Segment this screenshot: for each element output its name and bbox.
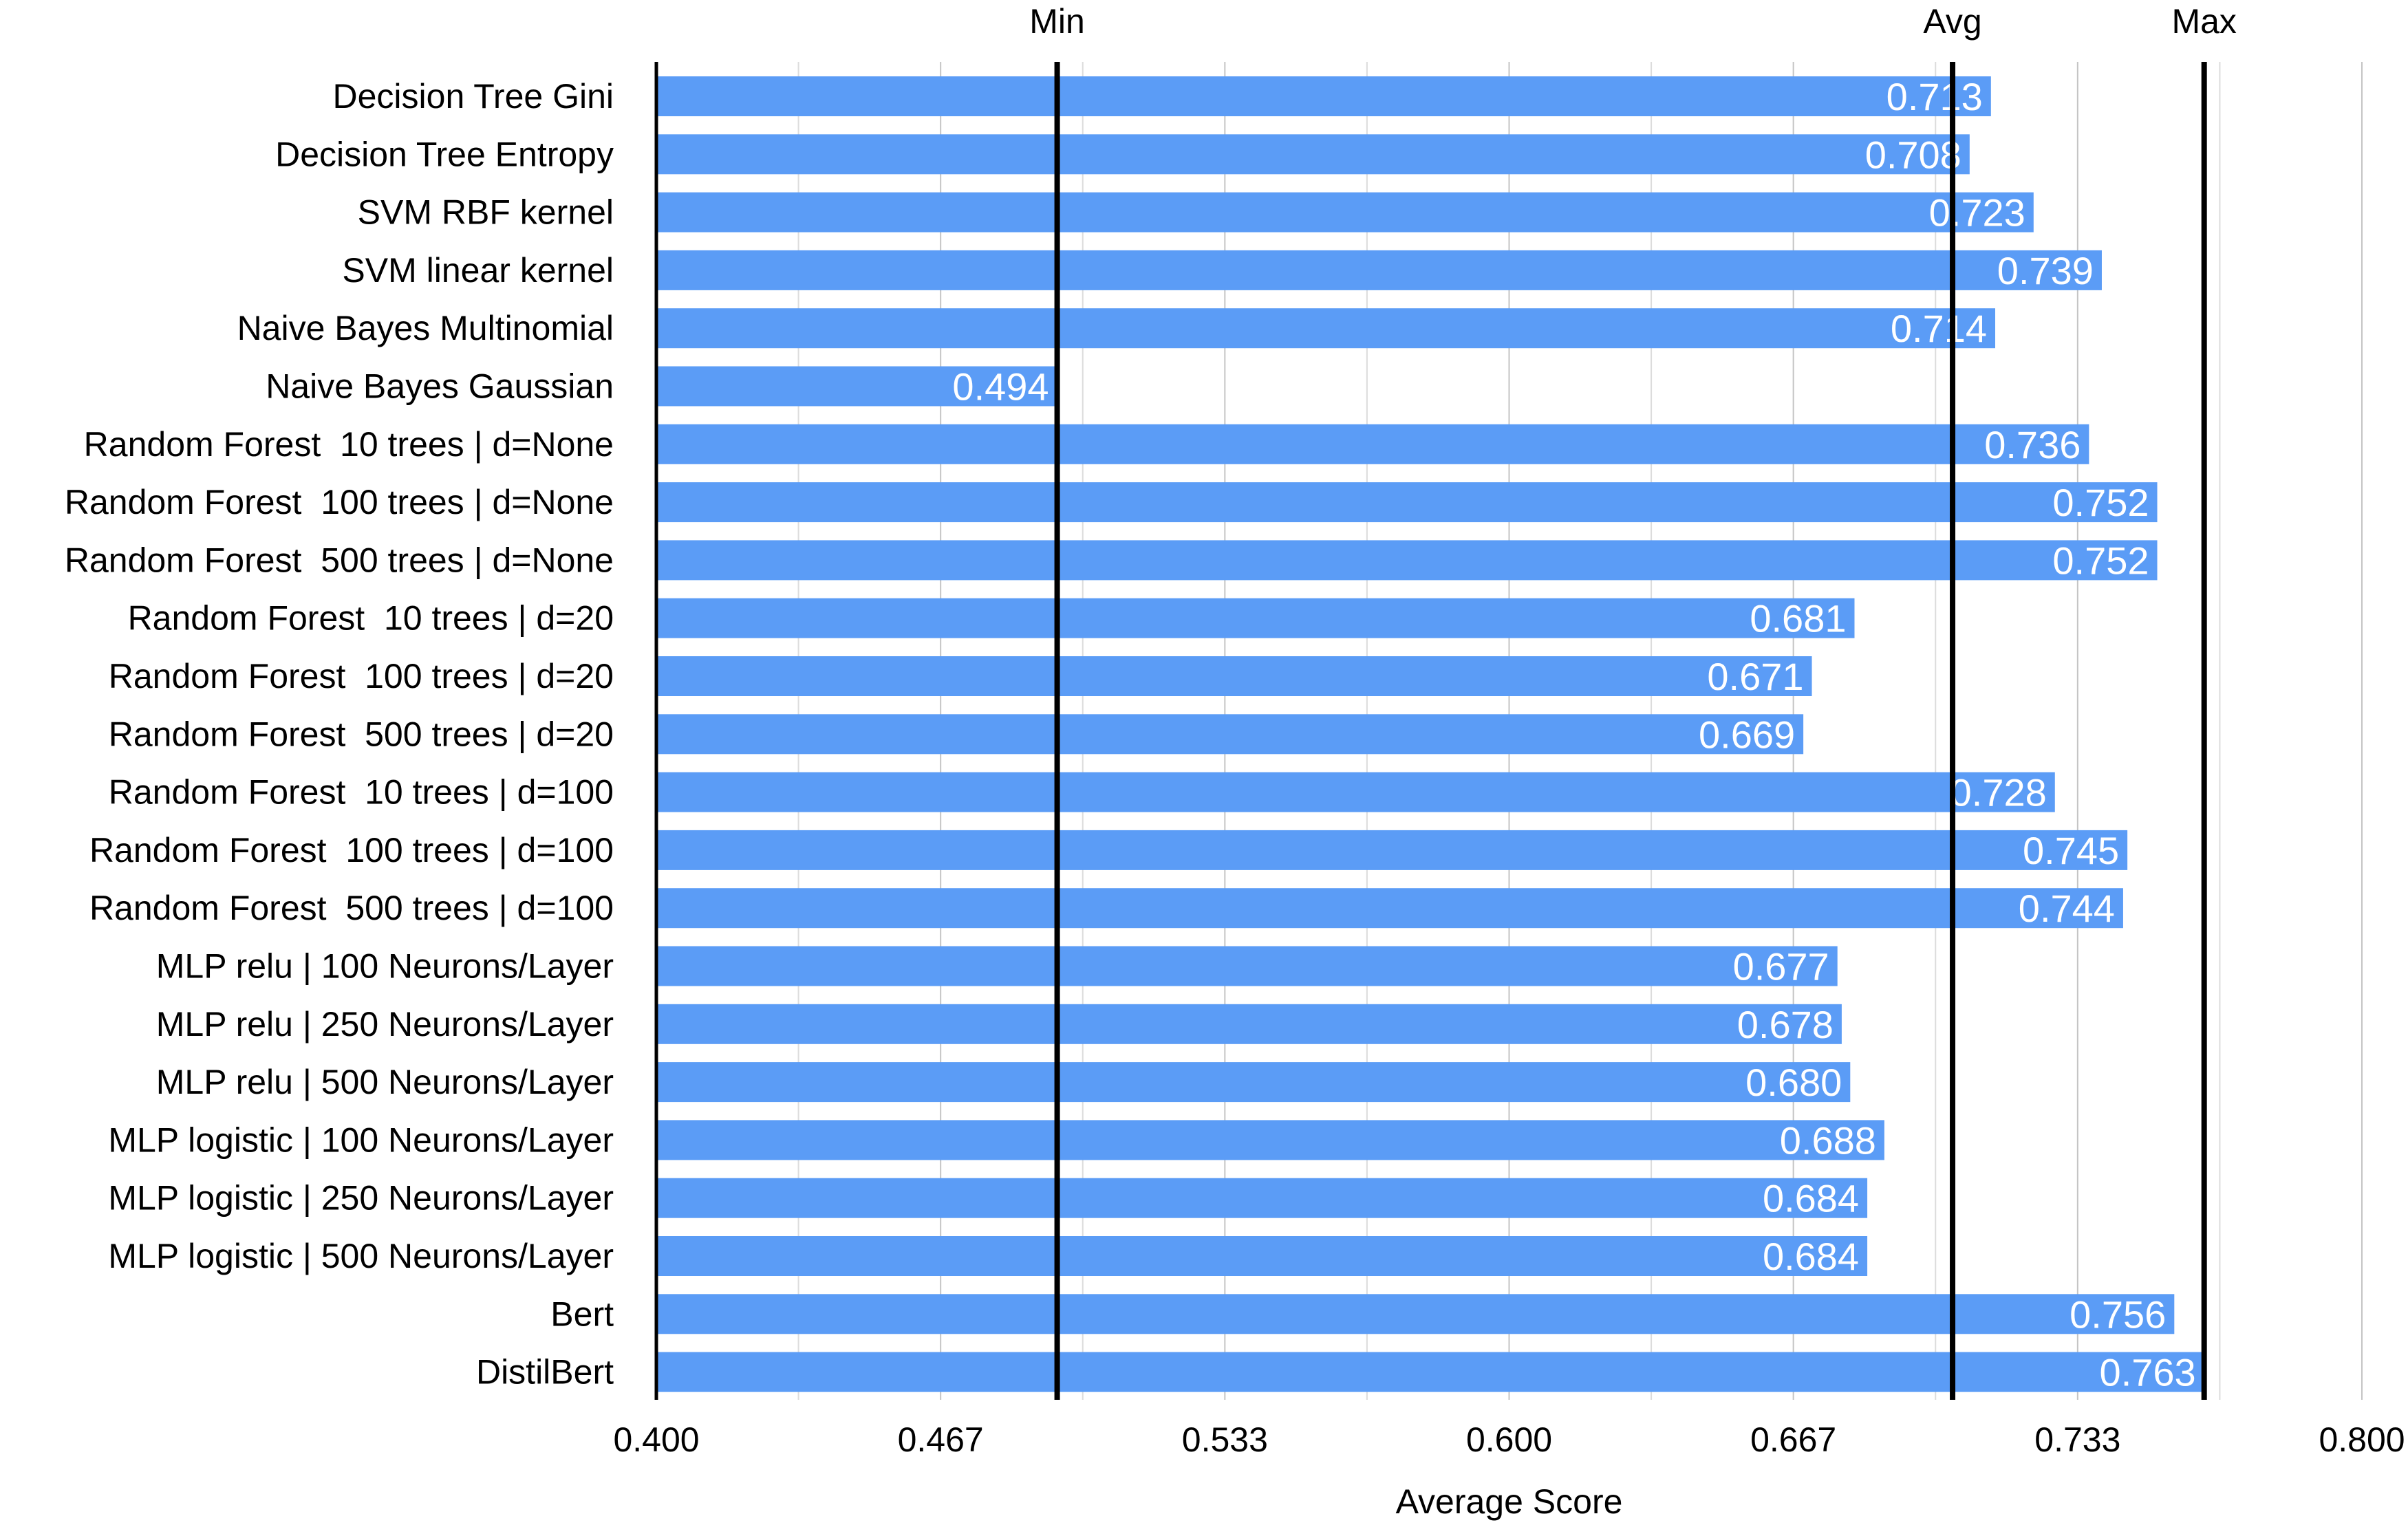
category-label: Decision Tree Entropy <box>275 135 614 173</box>
bar-value-label: 0.756 <box>2070 1293 2166 1336</box>
bar-value-label: 0.684 <box>1763 1235 1859 1278</box>
bar-value-label: 0.744 <box>2019 887 2115 930</box>
bar-value-label: 0.677 <box>1733 945 1829 988</box>
bar-value-label: 0.671 <box>1707 655 1803 698</box>
x-tick-labels: 0.400 0.467 0.533 0.600 0.667 0.733 0.800 <box>613 1420 2405 1459</box>
category-label: Random Forest 100 trees | d=100 <box>89 831 614 869</box>
category-label: Decision Tree Gini <box>333 77 614 116</box>
category-label: Random Forest 500 trees | d=None <box>65 541 614 579</box>
bar-value-label: 0.681 <box>1750 597 1846 640</box>
category-label: Random Forest 10 trees | d=100 <box>109 773 614 812</box>
x-tick-label: 0.667 <box>1750 1420 1836 1459</box>
reference-lines: Min Avg Max <box>1029 2 2237 1400</box>
reference-label-max: Max <box>2171 2 2236 41</box>
bar <box>656 76 1991 116</box>
bar <box>656 830 2128 870</box>
bar-value-label: 0.714 <box>1891 307 1987 350</box>
bar <box>656 656 1812 696</box>
bar <box>656 772 2055 812</box>
bar-value-label: 0.688 <box>1780 1118 1876 1162</box>
bar-value-label: 0.739 <box>1997 249 2094 292</box>
bar <box>656 1062 1851 1103</box>
bar <box>656 482 2158 523</box>
bar <box>656 1178 1868 1218</box>
category-label: Random Forest 500 trees | d=20 <box>109 715 614 753</box>
bar-value-label: 0.678 <box>1737 1003 1834 1046</box>
bar-value-label: 0.684 <box>1763 1177 1859 1220</box>
category-label: Naive Bayes Gaussian <box>266 367 614 406</box>
bar <box>656 1236 1868 1276</box>
bar <box>656 308 1996 349</box>
reference-label-avg: Avg <box>1923 2 1981 41</box>
x-tick-label: 0.533 <box>1182 1420 1268 1459</box>
bar <box>656 1352 2204 1392</box>
category-label: DistilBert <box>476 1353 614 1392</box>
bar-value-label: 0.745 <box>2023 829 2119 872</box>
reference-label-min: Min <box>1029 2 1085 41</box>
category-labels: Decision Tree Gini Decision Tree Entropy S… <box>65 77 614 1392</box>
x-axis-title: Average Score <box>1396 1482 1623 1521</box>
bar-value-label: 0.708 <box>1865 133 1961 176</box>
bar-value-label: 0.494 <box>952 365 1049 409</box>
category-label: Random Forest 100 trees | d=None <box>65 483 614 521</box>
category-label: Random Forest 10 trees | d=None <box>84 425 614 464</box>
category-label: MLP relu | 100 Neurons/Layer <box>156 947 614 986</box>
bar <box>656 888 2123 929</box>
category-label: Bert <box>550 1295 614 1333</box>
bar-value-label: 0.669 <box>1699 713 1795 756</box>
bar-value-label: 0.736 <box>1984 423 2081 466</box>
category-label: SVM linear kernel <box>342 251 614 290</box>
x-tick-label: 0.467 <box>898 1420 984 1459</box>
bar <box>656 1004 1842 1044</box>
category-label: Random Forest 500 trees | d=100 <box>89 889 614 927</box>
bar <box>656 540 2158 581</box>
bar <box>656 714 1804 755</box>
x-tick-label: 0.800 <box>2319 1420 2405 1459</box>
bar-value-label: 0.680 <box>1745 1061 1842 1104</box>
category-label: MLP relu | 250 Neurons/Layer <box>156 1005 614 1043</box>
bar <box>656 192 2034 232</box>
bar-value-label: 0.752 <box>2052 539 2149 582</box>
bar-value-label: 0.763 <box>2100 1351 2196 1394</box>
bar <box>656 598 1855 638</box>
bar <box>656 134 1970 175</box>
x-tick-label: 0.733 <box>2034 1420 2120 1459</box>
bar <box>656 424 2089 464</box>
bar-value-label: 0.752 <box>2052 481 2149 524</box>
category-label: Random Forest 10 trees | d=20 <box>128 599 614 638</box>
bar-value-label: 0.713 <box>1886 75 1983 118</box>
bar <box>656 1120 1884 1160</box>
x-tick-label: 0.600 <box>1466 1420 1552 1459</box>
category-label: SVM RBF kernel <box>358 193 614 232</box>
category-label: Naive Bayes Multinomial <box>237 309 614 347</box>
category-label: MLP relu | 500 Neurons/Layer <box>156 1063 614 1101</box>
category-label: MLP logistic | 100 Neurons/Layer <box>108 1121 614 1159</box>
category-label: MLP logistic | 500 Neurons/Layer <box>108 1237 614 1275</box>
category-label: MLP logistic | 250 Neurons/Layer <box>108 1179 614 1218</box>
bar-value-label: 0.723 <box>1929 191 2025 235</box>
category-label: Random Forest 100 trees | d=20 <box>109 657 614 695</box>
bar <box>656 366 1057 407</box>
bar <box>656 1294 2175 1334</box>
x-tick-label: 0.400 <box>613 1420 699 1459</box>
bar-value-label: 0.728 <box>1950 771 2047 814</box>
bar <box>656 250 2102 290</box>
bar <box>656 946 1838 986</box>
